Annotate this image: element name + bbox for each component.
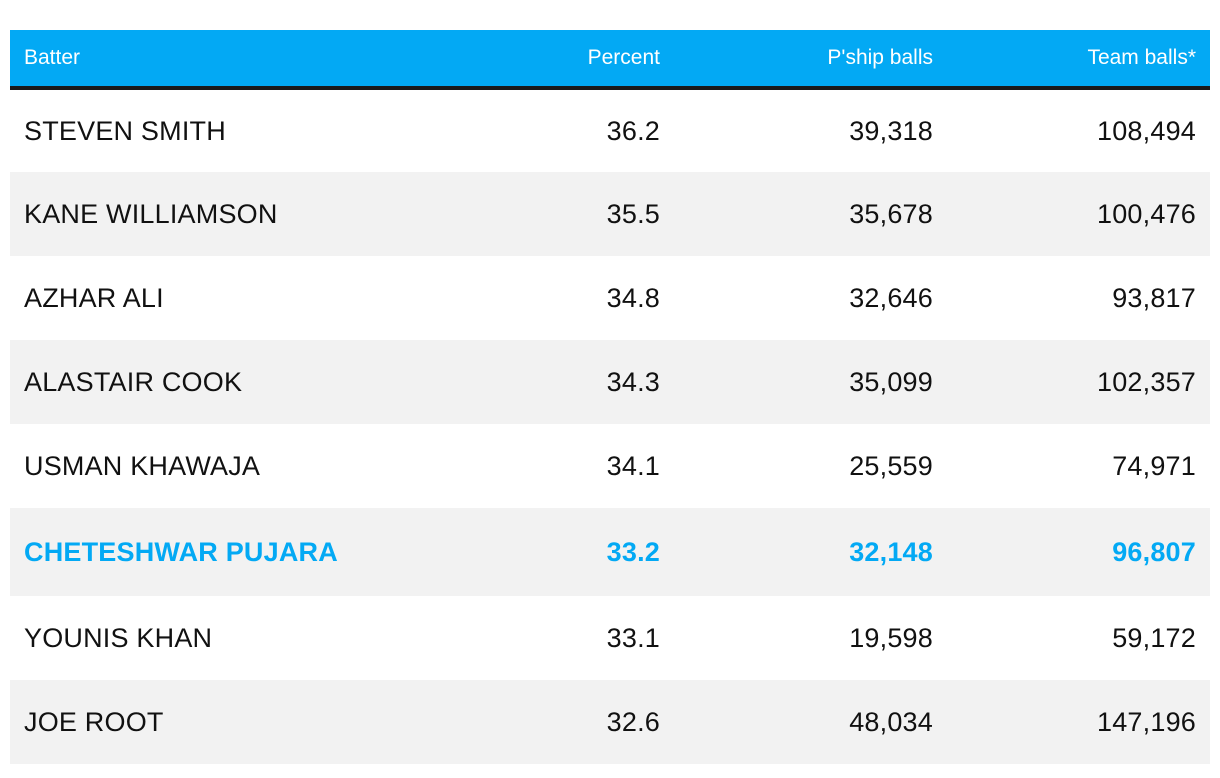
table-row: JOE ROOT 32.6 48,034 147,196	[10, 680, 1210, 764]
cell-percent: 35.5	[606, 198, 660, 229]
cell-pship-balls: 35,099	[849, 366, 933, 397]
table-row-highlighted: CHETESHWAR PUJARA 33.2 32,148 96,807	[10, 508, 1210, 596]
table-row: YOUNIS KHAN 33.1 19,598 59,172	[10, 596, 1210, 680]
cell-team-balls: 100,476	[1097, 198, 1196, 229]
cell-pship-balls: 32,646	[849, 282, 933, 313]
column-header-percent: Percent	[484, 30, 660, 90]
cell-percent: 33.2	[606, 536, 660, 567]
cell-batter: JOE ROOT	[24, 706, 164, 737]
cell-team-balls: 96,807	[1112, 536, 1196, 567]
table-header: Batter Percent P'ship balls Team balls*	[10, 30, 1210, 90]
cell-percent: 32.6	[606, 706, 660, 737]
table-row: ALASTAIR COOK 34.3 35,099 102,357	[10, 340, 1210, 424]
cell-team-balls: 102,357	[1097, 366, 1196, 397]
cell-percent: 34.3	[606, 366, 660, 397]
cell-batter: ALASTAIR COOK	[24, 366, 243, 397]
cell-team-balls: 147,196	[1097, 706, 1196, 737]
cell-batter: CHETESHWAR PUJARA	[24, 536, 338, 567]
cell-percent: 36.2	[606, 115, 660, 146]
column-header-team-balls: Team balls*	[933, 30, 1210, 90]
cell-team-balls: 74,971	[1112, 450, 1196, 481]
stats-table-container: Batter Percent P'ship balls Team balls* …	[10, 30, 1210, 764]
cell-percent: 34.8	[606, 282, 660, 313]
cell-batter: STEVEN SMITH	[24, 115, 226, 146]
table-row: AZHAR ALI 34.8 32,646 93,817	[10, 256, 1210, 340]
table-row: USMAN KHAWAJA 34.1 25,559 74,971	[10, 424, 1210, 508]
cell-pship-balls: 48,034	[849, 706, 933, 737]
cell-team-balls: 59,172	[1112, 622, 1196, 653]
cell-team-balls: 108,494	[1097, 115, 1196, 146]
cell-team-balls: 93,817	[1112, 282, 1196, 313]
cell-batter: USMAN KHAWAJA	[24, 450, 261, 481]
cell-pship-balls: 25,559	[849, 450, 933, 481]
cell-pship-balls: 35,678	[849, 198, 933, 229]
table-body: STEVEN SMITH 36.2 39,318 108,494 KANE WI…	[10, 88, 1210, 764]
cell-pship-balls: 19,598	[849, 622, 933, 653]
cell-pship-balls: 32,148	[849, 536, 933, 567]
cell-batter: YOUNIS KHAN	[24, 622, 213, 653]
table-row: KANE WILLIAMSON 35.5 35,678 100,476	[10, 172, 1210, 256]
header-row: Batter Percent P'ship balls Team balls*	[10, 30, 1210, 90]
cell-percent: 33.1	[606, 622, 660, 653]
column-header-pship-balls: P'ship balls	[660, 30, 933, 90]
cell-percent: 34.1	[606, 450, 660, 481]
batter-partnership-table: Batter Percent P'ship balls Team balls* …	[10, 30, 1210, 764]
column-header-batter: Batter	[10, 30, 484, 90]
cell-batter: AZHAR ALI	[24, 282, 164, 313]
cell-batter: KANE WILLIAMSON	[24, 198, 278, 229]
cell-pship-balls: 39,318	[849, 115, 933, 146]
table-row: STEVEN SMITH 36.2 39,318 108,494	[10, 88, 1210, 172]
